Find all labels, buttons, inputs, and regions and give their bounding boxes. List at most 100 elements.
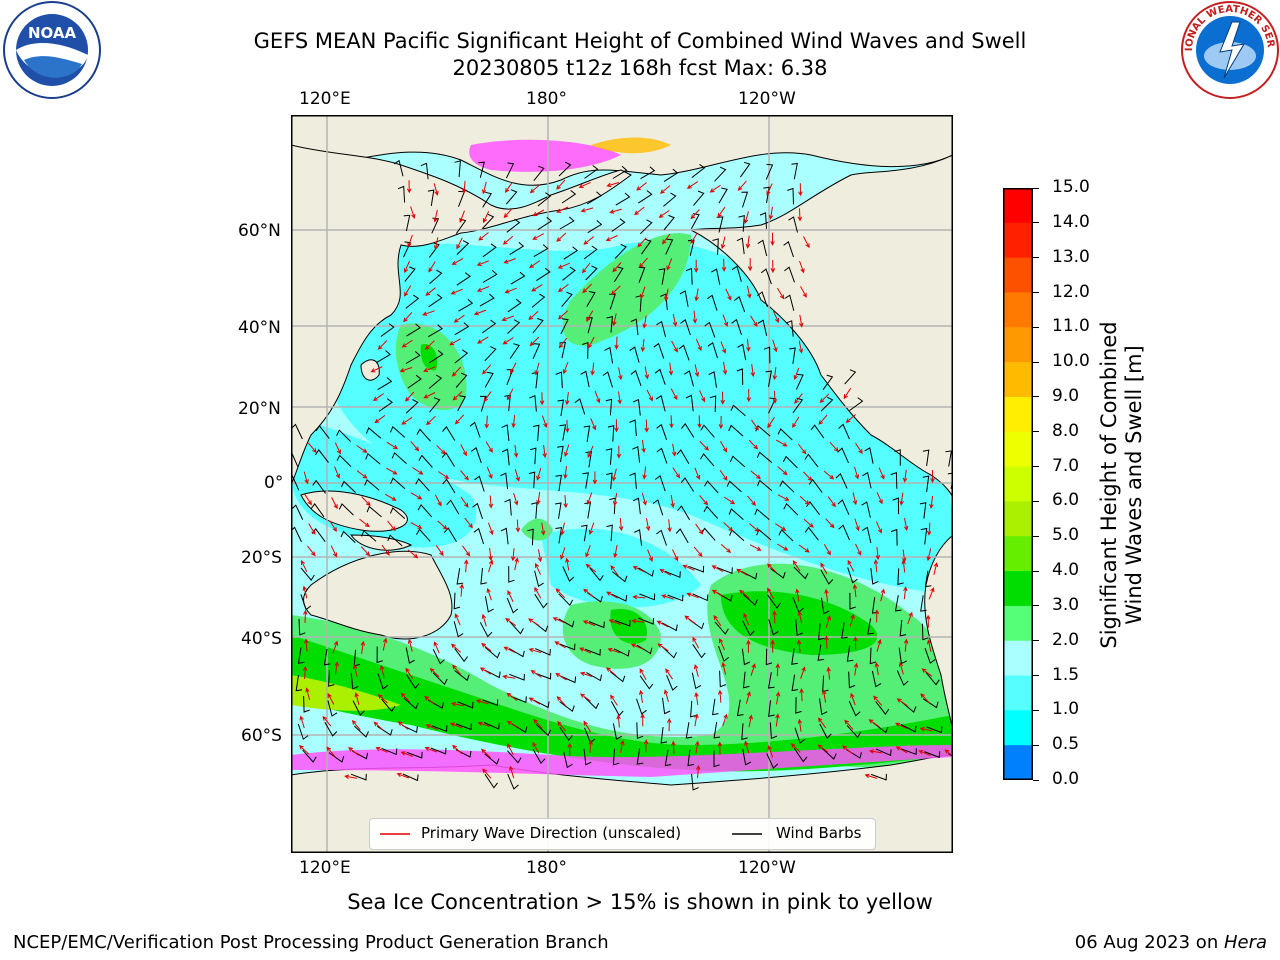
wind-barb xyxy=(403,697,419,710)
wind-barb xyxy=(861,501,871,518)
wave-direction-arrow xyxy=(582,620,596,627)
wind-barb xyxy=(639,593,656,601)
wind-barb xyxy=(870,568,879,585)
lat-label-20n: 20°N xyxy=(238,399,281,419)
wave-direction-arrow xyxy=(797,208,803,222)
wind-barb xyxy=(558,161,572,177)
wind-barb xyxy=(338,503,354,516)
wind-barb xyxy=(328,670,335,687)
wind-barb xyxy=(919,502,927,519)
wind-barb xyxy=(612,723,623,740)
wind-barb xyxy=(711,268,721,285)
wave-direction-arrow xyxy=(819,393,830,403)
colorbar-tick-label: 7.0 xyxy=(1052,455,1080,476)
wave-direction-arrow xyxy=(918,750,931,757)
wave-direction-arrow xyxy=(405,667,414,679)
wave-direction-arrow xyxy=(579,671,593,678)
footer-machine: Hera xyxy=(1223,932,1267,953)
wind-barb xyxy=(533,699,550,709)
wind-barb xyxy=(397,185,406,203)
wave-direction-arrow xyxy=(799,495,810,506)
wave-direction-arrow xyxy=(503,207,513,219)
wind-barb xyxy=(793,566,809,580)
wave-direction-arrow xyxy=(552,617,565,624)
wind-barb xyxy=(707,294,718,311)
lat-label-0: 0° xyxy=(264,473,284,493)
wave-direction-arrow xyxy=(429,667,440,678)
wind-barb xyxy=(690,700,697,718)
colorbar-tick-mark xyxy=(1033,326,1039,328)
wind-barb xyxy=(894,595,902,612)
wave-direction-arrow xyxy=(428,261,436,273)
wind-barb xyxy=(365,452,381,465)
wave-direction-arrow xyxy=(713,614,722,627)
wind-barb xyxy=(794,727,806,744)
wind-barb xyxy=(562,566,575,582)
wave-direction-arrow xyxy=(385,467,398,475)
wave-direction-arrow xyxy=(434,494,442,507)
wind-barb xyxy=(819,698,828,716)
wave-direction-arrow xyxy=(406,180,412,194)
wave-direction-arrow xyxy=(775,439,788,447)
wind-barb xyxy=(787,187,794,205)
wave-direction-arrow xyxy=(875,521,882,534)
wind-barb xyxy=(310,503,325,518)
wind-barb xyxy=(582,342,589,359)
wind-barb xyxy=(704,480,719,494)
wave-direction-arrow xyxy=(370,366,383,373)
wave-direction-arrow xyxy=(852,583,858,597)
wind-barb xyxy=(756,528,772,541)
wave-direction-arrow xyxy=(694,364,700,378)
wind-barb xyxy=(312,479,327,494)
wave-direction-arrow xyxy=(560,522,565,536)
wave-direction-arrow xyxy=(540,522,546,536)
wave-direction-arrow xyxy=(659,185,671,194)
wave-direction-arrow xyxy=(632,566,645,573)
wave-direction-arrow xyxy=(854,518,860,532)
wind-barb xyxy=(555,502,562,519)
wind-barb xyxy=(535,724,552,737)
wave-direction-arrow xyxy=(796,639,802,653)
wave-direction-arrow xyxy=(768,206,774,220)
wind-barb xyxy=(820,569,834,585)
wind-barb xyxy=(482,213,495,229)
wind-barb xyxy=(505,189,518,205)
wave-direction-arrow xyxy=(581,262,591,274)
wind-barb xyxy=(691,773,699,791)
wave-direction-arrow xyxy=(873,695,883,706)
bottom-lon-label-180: 180° xyxy=(526,858,567,878)
wind-barb xyxy=(677,505,691,521)
wave-direction-arrow xyxy=(775,663,780,677)
wave-direction-arrow xyxy=(767,563,777,573)
wave-direction-arrow xyxy=(298,745,309,755)
wind-barb xyxy=(779,480,795,493)
wave-direction-arrow xyxy=(513,444,519,458)
wave-direction-arrow xyxy=(775,691,781,705)
colorbar-swatch xyxy=(1003,536,1033,572)
wave-direction-arrow xyxy=(612,468,617,482)
wind-barb xyxy=(612,165,628,179)
wind-barb xyxy=(892,497,899,515)
wind-barb xyxy=(505,162,515,179)
wave-direction-arrow xyxy=(630,643,644,650)
wave-direction-arrow xyxy=(583,720,592,733)
wave-direction-arrow xyxy=(565,419,570,434)
wave-direction-arrow xyxy=(451,366,462,377)
wave-direction-arrow xyxy=(606,667,617,676)
wind-barb xyxy=(861,526,872,544)
wind-barb xyxy=(484,371,494,388)
wave-direction-arrow xyxy=(403,312,413,323)
wind-barb xyxy=(739,161,751,178)
wave-direction-arrow xyxy=(588,336,595,349)
colorbar-tick-mark xyxy=(1033,396,1039,398)
wind-barb xyxy=(664,570,681,579)
wave-direction-arrow xyxy=(459,210,465,223)
wind-barb xyxy=(580,370,590,388)
wave-direction-arrow xyxy=(344,774,358,779)
wave-direction-arrow xyxy=(766,183,773,196)
wind-barb xyxy=(663,214,675,231)
wave-direction-arrow xyxy=(477,721,491,727)
wind-barb xyxy=(561,291,573,308)
wave-direction-arrow xyxy=(554,641,566,649)
wave-direction-arrow xyxy=(504,287,517,294)
